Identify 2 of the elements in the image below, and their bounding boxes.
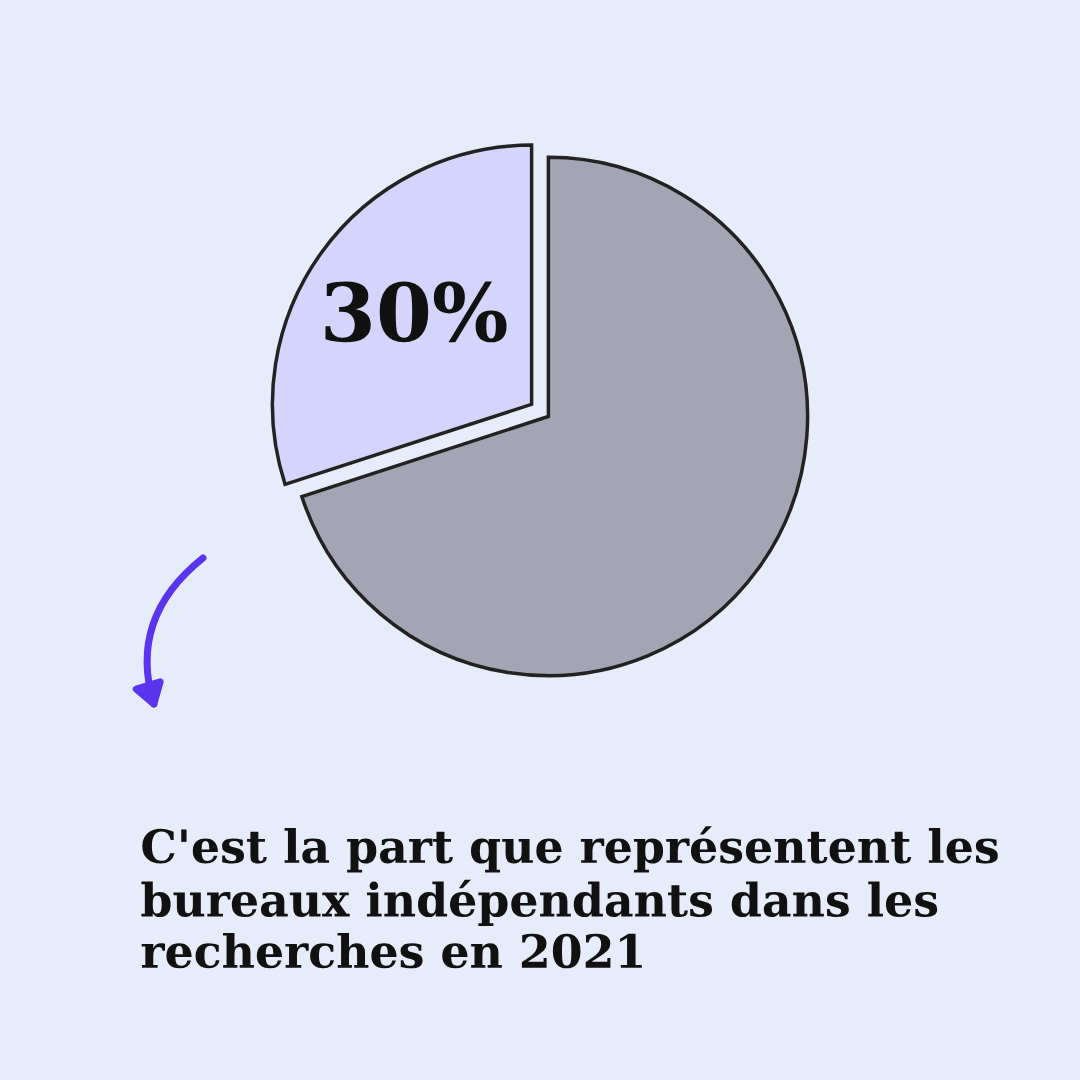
text: C'est la part que représentent les bureaux indépendants dans les recherches en 2021 — [141, 826, 998, 969]
data-label: 30% — [325, 281, 507, 343]
